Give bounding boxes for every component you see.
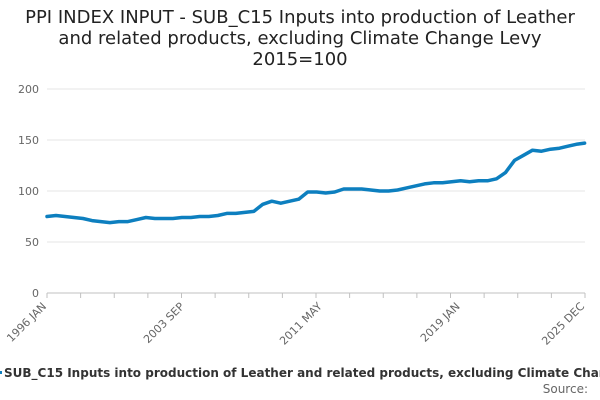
x-tick-label: 2019 JAN xyxy=(418,300,463,345)
y-tick-label: 50 xyxy=(25,236,39,249)
x-tick-label: 2025 DEC xyxy=(539,300,587,348)
chart-title: PPI INDEX INPUT - SUB_C15 Inputs into pr… xyxy=(25,7,575,70)
y-tick-label: 150 xyxy=(18,134,39,147)
legend-swatch xyxy=(0,371,2,374)
legend: SUB_C15 Inputs into production of Leathe… xyxy=(0,365,600,383)
y-tick-label: 0 xyxy=(32,287,39,300)
series-line[interactable] xyxy=(45,141,587,225)
x-tick-label: 2003 SEP xyxy=(141,300,187,346)
x-tick-label: 2011 MAY xyxy=(277,300,325,348)
series-group xyxy=(45,141,587,225)
line-chart: 0 50 100 150 200 1996 JAN 2003 SEP 2011 MAY 201… xyxy=(4,83,587,348)
y-axis: 0 50 100 150 200 xyxy=(18,83,39,300)
x-axis: 1996 JAN 2003 SEP 2011 MAY 2019 JAN 2025 DEC xyxy=(4,293,587,348)
source-note: Source: xyxy=(542,382,588,396)
x-tick-label: 1996 JAN xyxy=(4,300,49,345)
y-tick-label: 100 xyxy=(18,185,39,198)
legend-label: SUB_C15 Inputs into production of Leathe… xyxy=(4,366,600,380)
y-tick-label: 200 xyxy=(18,83,39,96)
